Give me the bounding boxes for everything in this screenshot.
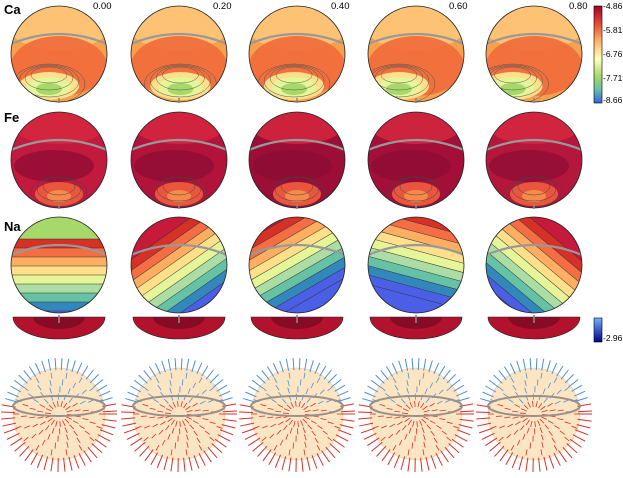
field-globe: [1, 358, 117, 472]
colorbar-tick: -8.66: [603, 95, 622, 105]
colorbar-field-tick: -2.96: [603, 333, 622, 343]
colorbar-field: [594, 318, 602, 342]
field-globe: [239, 358, 355, 472]
row-label-fe: Fe: [4, 110, 19, 125]
globe-ca: [477, 0, 586, 104]
field-globe: [358, 358, 474, 472]
phase-label: 0.20: [213, 1, 232, 12]
field-globe: [121, 358, 237, 472]
globe-fe: [11, 108, 107, 208]
globe-na: [323, 179, 502, 379]
colorbar-tick: -5.81: [603, 25, 622, 35]
globe-fe: [249, 108, 345, 208]
globe-fe: [368, 108, 464, 208]
row-label-ca: Ca: [4, 2, 21, 17]
field-globe: [476, 358, 592, 472]
colorbar-tick: -6.76: [603, 49, 622, 59]
globe-ca: [245, 0, 349, 104]
globe-ca: [363, 0, 468, 104]
colorbar-tick: -4.86: [603, 1, 622, 11]
globe-fe: [131, 108, 227, 208]
globe-ca: [7, 0, 111, 104]
phase-label: 0.40: [331, 1, 350, 12]
row-label-na: Na: [4, 219, 21, 234]
colorbar-abundance: [594, 6, 602, 103]
globe-fe: [486, 108, 582, 208]
phase-label: 0.00: [93, 1, 112, 12]
colorbar-tick: -7.71: [603, 73, 622, 83]
globe-ca: [127, 0, 231, 104]
phase-label: 0.80: [569, 1, 588, 12]
phase-label: 0.60: [449, 1, 468, 12]
